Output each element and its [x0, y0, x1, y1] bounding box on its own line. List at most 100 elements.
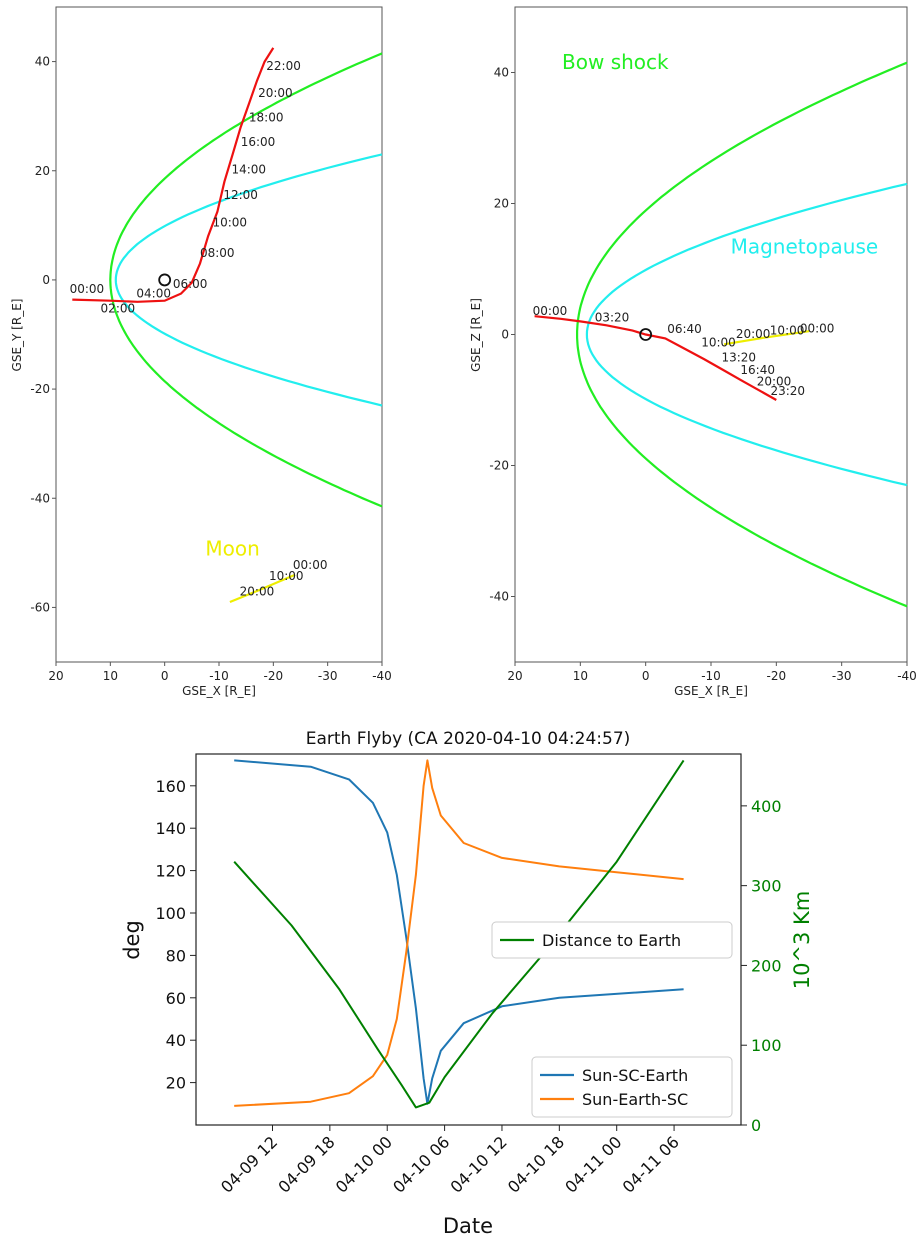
y-tick-label: 0 — [501, 328, 509, 342]
time-label: 14:00 — [231, 162, 266, 176]
orbit-xz-plot: 20 10 0 -10 -20 -30 -40 40 20 0 -20 -40 00:00 03:20 06… — [489, 50, 916, 683]
y-tick-label: 120 — [155, 862, 186, 881]
x-tick-label: 04-11 06 — [619, 1132, 683, 1196]
x-tick-label: -10 — [209, 669, 229, 683]
flyby-ylabel-left: deg — [120, 920, 144, 960]
time-label: 12:00 — [223, 188, 258, 202]
region-annotation: Magnetopause — [731, 234, 879, 258]
flyby-panel: Earth Flyby (CA 2020-04-10 04:24:57) 04-… — [120, 729, 814, 1238]
time-label: 13:20 — [721, 350, 756, 364]
time-label: 10:00 — [770, 324, 805, 338]
flyby-ylabel-right-text: 10^3 Km — [790, 891, 814, 990]
spacecraft-line — [72, 47, 275, 303]
y-tick-label: 140 — [155, 819, 186, 838]
x-tick-label: 10 — [103, 669, 118, 683]
moon-line — [723, 330, 810, 346]
x-tick-label: -40 — [897, 669, 917, 683]
time-label: 08:00 — [200, 246, 235, 260]
y-tick-label: 60 — [166, 989, 186, 1008]
time-label: 16:00 — [241, 135, 276, 149]
legend-box — [531, 1056, 733, 1118]
x-tick-label: -30 — [318, 669, 338, 683]
y-tick-label: -40 — [30, 491, 50, 505]
time-label: 10:00 — [269, 569, 304, 583]
bow-shock-line — [109, 52, 383, 508]
spacecraft-line — [534, 315, 777, 401]
y-tick-label: 20 — [35, 164, 50, 178]
y-tick-label: 160 — [155, 777, 186, 796]
flyby-xlabel: Date — [443, 1214, 493, 1238]
time-label: 00:00 — [533, 304, 568, 318]
time-label: 06:40 — [667, 322, 702, 336]
x-tick-label: 04-10 00 — [332, 1132, 396, 1196]
region-annotation: Moon — [205, 537, 259, 561]
y-tick-label: 40 — [494, 66, 509, 80]
region-annotation: Bow shock — [562, 50, 669, 74]
x-tick-label: -20 — [264, 669, 284, 683]
orbit-xy-panel: 20 10 0 -10 -20 -30 -40 40 20 0 -20 -40 -60 22:00 20:0… — [10, 6, 392, 698]
y-right-tick-label: 0 — [751, 1116, 761, 1135]
time-label: 20:00 — [757, 375, 792, 389]
series-line — [234, 759, 684, 1107]
time-label: 20:00 — [258, 86, 293, 100]
time-label: 10:00 — [701, 335, 736, 349]
time-label: 04:00 — [136, 286, 171, 300]
x-tick-label: -40 — [372, 669, 392, 683]
orbit-xy-ylabel: GSE_Y [R_E] — [10, 299, 24, 372]
y-tick-label: 0 — [42, 273, 50, 287]
time-label: 02:00 — [101, 302, 136, 316]
x-tick-label: 04-09 12 — [217, 1132, 281, 1196]
y-tick-label: -20 — [30, 382, 50, 396]
time-label: 10:00 — [212, 215, 247, 229]
x-tick-label: -20 — [767, 669, 787, 683]
x-tick-label: 10 — [573, 669, 588, 683]
y-right-tick-label: 200 — [751, 956, 782, 975]
earth-marker — [639, 328, 653, 341]
bow-shock-line — [576, 61, 908, 608]
time-label: 16:40 — [740, 363, 775, 377]
x-tick-label: 04-10 06 — [389, 1132, 453, 1196]
legend-label: Sun-Earth-SC — [582, 1090, 688, 1109]
time-label: 00:00 — [293, 558, 328, 572]
y-tick-label: -20 — [489, 459, 509, 473]
x-tick-label: 0 — [642, 669, 650, 683]
magnetopause-line — [585, 182, 908, 487]
x-tick-label: 20 — [48, 669, 63, 683]
x-tick-label: -30 — [832, 669, 852, 683]
orbit-xy-xlabel: GSE_X [R_E] — [182, 684, 256, 698]
y-tick-label: 40 — [35, 55, 50, 69]
orbit-xz-panel: 20 10 0 -10 -20 -30 -40 40 20 0 -20 -40 00:00 03:20 06… — [469, 6, 917, 698]
legend: Sun-SC-Earth Sun-Earth-SC — [531, 1056, 733, 1118]
y-tick-label: 20 — [494, 197, 509, 211]
earth-marker — [158, 273, 172, 287]
legend: Distance to Earth — [491, 921, 733, 959]
orbit-xz-xlabel: GSE_X [R_E] — [674, 684, 748, 698]
time-label: 18:00 — [249, 111, 284, 125]
y-tick-label: 80 — [166, 946, 186, 965]
flyby-frame — [195, 753, 742, 1126]
orbit-xy-plot: 20 10 0 -10 -20 -30 -40 40 20 0 -20 -40 -60 22:00 20:0… — [30, 47, 392, 683]
orbit-xy-frame — [55, 6, 383, 663]
x-tick-label: -10 — [701, 669, 721, 683]
time-label: 00:00 — [70, 282, 105, 296]
series-line — [234, 759, 684, 1105]
time-label: 06:00 — [173, 277, 208, 291]
x-tick-label: 20 — [507, 669, 522, 683]
y-tick-label: 40 — [166, 1031, 186, 1050]
y-tick-label: -40 — [489, 590, 509, 604]
flyby-ylabel-right: 10^3 Km — [790, 891, 814, 990]
moon-line — [229, 573, 296, 604]
y-tick-label: 100 — [155, 904, 186, 923]
x-tick-label: 04-11 00 — [561, 1132, 625, 1196]
y-tick-label: -60 — [30, 600, 50, 614]
orbit-xz-ylabel: GSE_Z [R_E] — [469, 298, 483, 372]
legend-box — [491, 921, 733, 959]
time-label: 20:00 — [240, 584, 275, 598]
y-right-tick-label: 100 — [751, 1036, 782, 1055]
time-label: 20:00 — [736, 327, 771, 341]
legend-label: Sun-SC-Earth — [582, 1066, 688, 1085]
magnetopause-line — [114, 153, 383, 407]
time-label: 03:20 — [595, 310, 630, 324]
